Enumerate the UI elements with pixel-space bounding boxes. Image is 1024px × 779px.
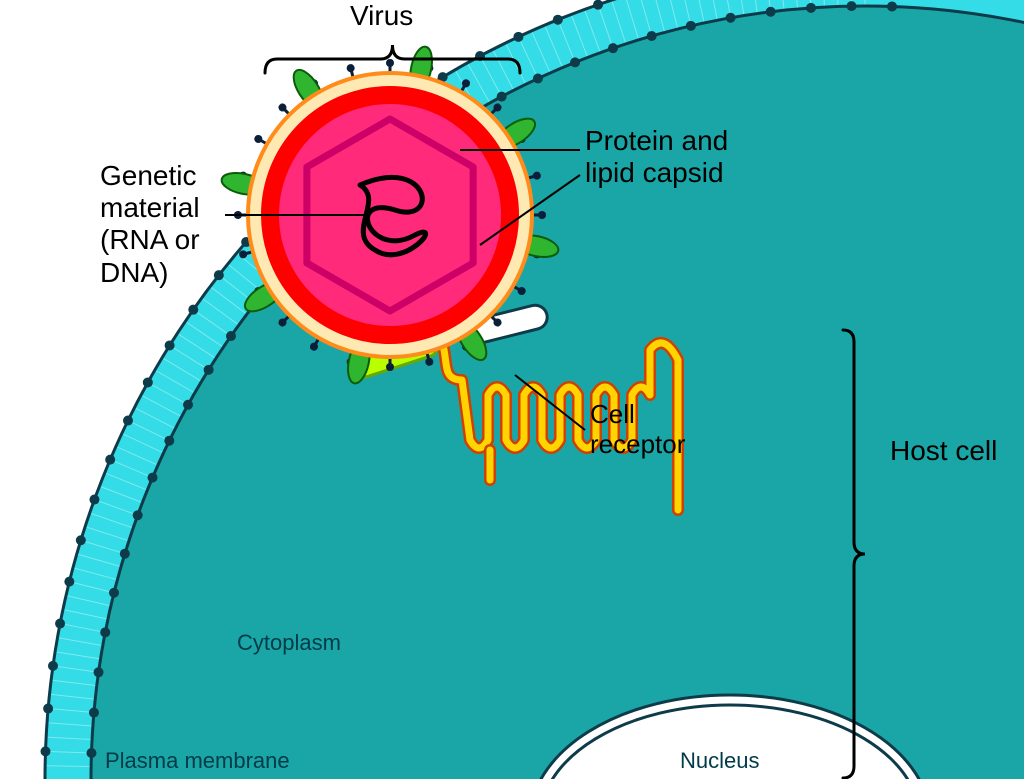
label-host-cell: Host cell — [890, 435, 997, 467]
label-plasma-membrane: Plasma membrane — [105, 748, 290, 773]
label-cell-receptor: Cell receptor — [590, 400, 685, 460]
label-genetic-material: Genetic material (RNA or DNA) — [100, 160, 200, 289]
label-protein-capsid: Protein and lipid capsid — [585, 125, 728, 189]
label-nucleus: Nucleus — [680, 748, 759, 773]
label-virus: Virus — [350, 0, 413, 32]
diagram-stage: Virus Genetic material (RNA or DNA) Prot… — [0, 0, 1024, 779]
diagram-svg — [0, 0, 1024, 779]
label-cytoplasm: Cytoplasm — [237, 630, 341, 655]
